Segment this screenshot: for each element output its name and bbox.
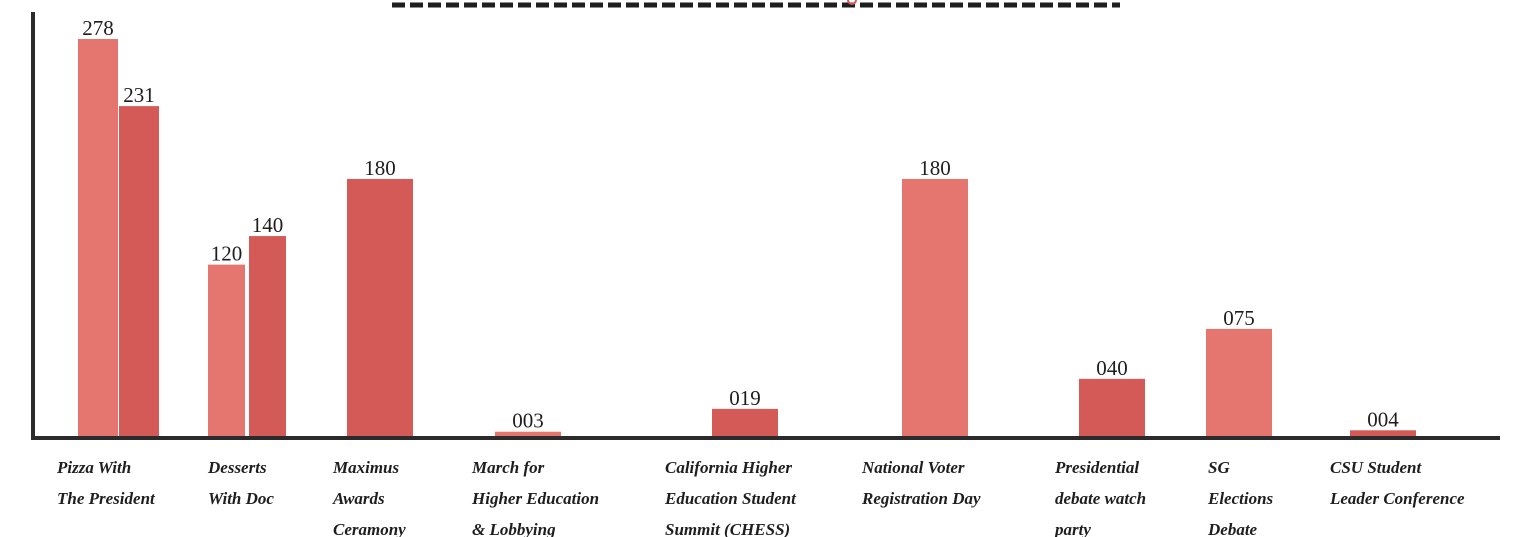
bar [1206,328,1272,436]
value-label: 231 [123,83,155,107]
value-label: 019 [729,386,761,410]
category-label: debate watch [1055,489,1146,508]
value-label: 180 [364,156,396,180]
value-label: 040 [1096,356,1128,380]
bar [495,431,561,436]
category-label: party [1053,520,1091,537]
bar [119,106,159,436]
bar [347,178,413,436]
category-label: The President [57,489,156,508]
bars-layer [78,39,1416,436]
value-label: 140 [252,213,284,237]
value-label: 120 [211,242,243,266]
category-label: Registration Day [861,489,981,508]
bar [208,264,245,436]
category-label: March for [471,458,545,477]
category-label: SG [1208,458,1230,477]
category-label: Awards [332,489,385,508]
category-label: Debate [1207,520,1258,537]
category-label: Desserts [207,458,267,477]
bar [1079,378,1145,436]
category-label: & Lobbying [472,520,556,537]
category-labels-layer: Pizza With The President Desserts With Doc M… [56,458,1465,537]
bar [249,236,286,436]
value-label: 075 [1223,306,1255,330]
value-label: 004 [1367,407,1399,431]
category-label: Presidential [1054,458,1139,477]
bar [902,178,968,436]
category-label: National Voter [861,458,965,477]
category-label: Higher Education [471,489,599,508]
category-label: With Doc [208,489,274,508]
category-label: California Higher [665,458,792,477]
value-label: 003 [512,409,544,433]
category-label: Pizza With [56,458,131,477]
category-label: Elections [1207,489,1274,508]
bar [78,39,118,436]
category-label: Maximus [332,458,400,477]
category-label: Education Student [664,489,797,508]
value-label: 278 [82,16,114,40]
value-label: 180 [919,156,951,180]
value-labels-layer: 278 120 003 180 075 231 140 180 019 040 004 [82,16,1399,433]
header-accent-mark [847,0,857,5]
bar [712,408,778,436]
bar [1350,430,1416,436]
category-label: Leader Conference [1329,489,1465,508]
category-label: Summit (CHESS) [665,520,790,537]
category-label: Ceramony [333,520,406,537]
category-label: CSU Student [1330,458,1422,477]
